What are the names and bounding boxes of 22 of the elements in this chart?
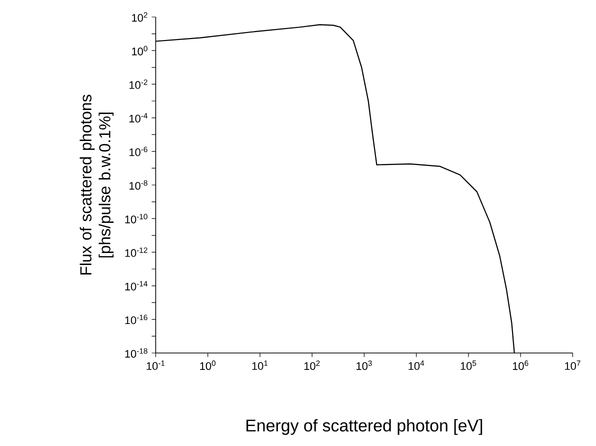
y-tick-label: 10$^{-8}$ <box>130 180 148 190</box>
x-tick-label: 10$^{5}$ <box>460 360 476 370</box>
x-tick-label: 10$^{6}$ <box>512 360 528 370</box>
x-tick-label: 10$^{2}$ <box>304 360 320 370</box>
y-tick-label: 10$^{-16}$ <box>125 314 148 324</box>
y-tick-label: 10$^{-2}$ <box>130 79 148 89</box>
x-tick-label: 10$^{7}$ <box>565 360 580 370</box>
y-tick-label: 10$^{-12}$ <box>125 247 148 257</box>
x-tick-label: 10$^{3}$ <box>356 360 372 370</box>
x-axis-title: Energy of scattered photon [eV] <box>246 419 482 435</box>
y-tick-label: 10$^{-10}$ <box>125 214 148 224</box>
y-tick-label: 10$^{-4}$ <box>130 113 148 122</box>
y-tick-label: 10$^{2}$ <box>132 12 148 22</box>
x-tick-label: 10$^{-1}$ <box>146 360 165 370</box>
x-tick-label: 10$^{0}$ <box>200 360 216 370</box>
y-tick-label: 10$^{-14}$ <box>125 281 148 290</box>
x-tick-label: 10$^{4}$ <box>408 360 424 370</box>
y-axis-title: Flux of scattered photons [phs/pulse b.w.0.1%] <box>80 94 114 275</box>
y-tick-label: 10$^{0}$ <box>132 46 148 56</box>
y-tick-label: 10$^{-18}$ <box>125 348 148 358</box>
y-tick-label: 10$^{-6}$ <box>130 146 148 156</box>
x-tick-label: 10$^{1}$ <box>252 360 268 370</box>
